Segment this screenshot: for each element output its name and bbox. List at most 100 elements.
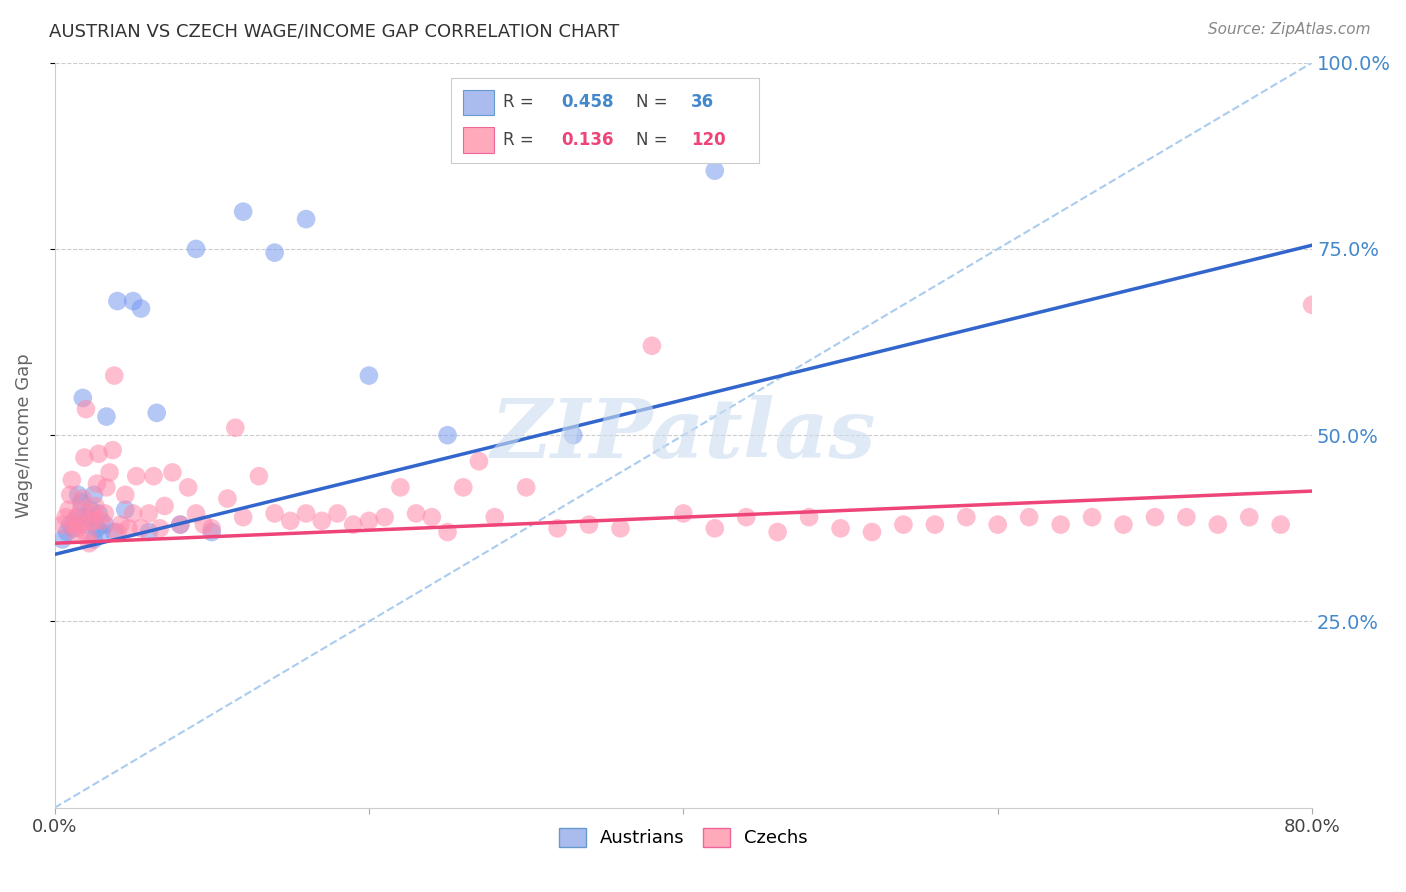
Point — [389, 480, 412, 494]
Point — [62, 521, 84, 535]
Point — [67, 510, 90, 524]
Point — [65, 510, 87, 524]
Point — [82, 507, 104, 521]
Point — [169, 517, 191, 532]
Point — [1270, 517, 1292, 532]
Point — [90, 524, 112, 539]
Point — [247, 469, 270, 483]
Point — [87, 507, 110, 521]
Point — [436, 524, 458, 539]
Point — [59, 488, 82, 502]
Point — [114, 488, 136, 502]
Point — [987, 517, 1010, 532]
Point — [79, 514, 101, 528]
Point — [103, 524, 125, 539]
Point — [703, 521, 725, 535]
Point — [138, 507, 160, 521]
Point — [224, 421, 246, 435]
Point — [153, 499, 176, 513]
Point — [129, 301, 152, 316]
Point — [420, 510, 443, 524]
Point — [72, 391, 94, 405]
Point — [122, 507, 145, 521]
Point — [62, 517, 84, 532]
Point — [67, 488, 90, 502]
Point — [515, 480, 537, 494]
Point — [641, 339, 664, 353]
Text: AUSTRIAN VS CZECH WAGE/INCOME GAP CORRELATION CHART: AUSTRIAN VS CZECH WAGE/INCOME GAP CORREL… — [49, 22, 620, 40]
Point — [83, 514, 105, 528]
Point — [94, 507, 117, 521]
Point — [1081, 510, 1104, 524]
Point — [86, 521, 108, 535]
Text: Source: ZipAtlas.com: Source: ZipAtlas.com — [1208, 22, 1371, 37]
Point — [110, 517, 132, 532]
Point — [547, 521, 569, 535]
Point — [735, 510, 758, 524]
Point — [84, 499, 107, 513]
Point — [72, 491, 94, 506]
Point — [107, 524, 129, 539]
Point — [169, 517, 191, 532]
Point — [142, 469, 165, 483]
Point — [177, 480, 200, 494]
Point — [201, 521, 224, 535]
Point — [672, 507, 695, 521]
Point — [103, 368, 125, 383]
Point — [357, 514, 380, 528]
Point — [1143, 510, 1166, 524]
Point — [94, 517, 117, 532]
Point — [77, 536, 100, 550]
Point — [145, 406, 167, 420]
Point — [149, 521, 172, 535]
Point — [117, 521, 139, 535]
Point — [217, 491, 239, 506]
Point — [1112, 517, 1135, 532]
Point — [86, 476, 108, 491]
Point — [295, 507, 318, 521]
Point — [193, 517, 215, 532]
Point — [263, 245, 285, 260]
Point — [232, 204, 254, 219]
Point — [703, 163, 725, 178]
Legend: Austrians, Czechs: Austrians, Czechs — [551, 821, 815, 855]
Point — [51, 517, 73, 532]
Point — [83, 488, 105, 502]
Point — [77, 510, 100, 524]
Point — [357, 368, 380, 383]
Point — [70, 495, 93, 509]
Point — [162, 466, 184, 480]
Point — [295, 212, 318, 227]
Point — [955, 510, 977, 524]
Point — [326, 507, 349, 521]
Point — [122, 294, 145, 309]
Point — [201, 524, 224, 539]
Point — [263, 507, 285, 521]
Point — [860, 524, 883, 539]
Point — [76, 529, 98, 543]
Point — [451, 480, 474, 494]
Point — [342, 517, 364, 532]
Point — [138, 524, 160, 539]
Point — [184, 242, 207, 256]
Point — [1175, 510, 1198, 524]
Point — [609, 521, 631, 535]
Point — [232, 510, 254, 524]
Point — [58, 502, 80, 516]
Point — [405, 507, 427, 521]
Point — [67, 521, 90, 535]
Point — [87, 447, 110, 461]
Point — [55, 510, 77, 524]
Point — [96, 480, 118, 494]
Point — [830, 521, 852, 535]
Point — [766, 524, 789, 539]
Point — [562, 428, 585, 442]
Point — [374, 510, 396, 524]
Point — [75, 517, 97, 532]
Point — [1018, 510, 1040, 524]
Point — [51, 533, 73, 547]
Point — [924, 517, 946, 532]
Point — [101, 443, 124, 458]
Point — [129, 521, 152, 535]
Point — [125, 469, 148, 483]
